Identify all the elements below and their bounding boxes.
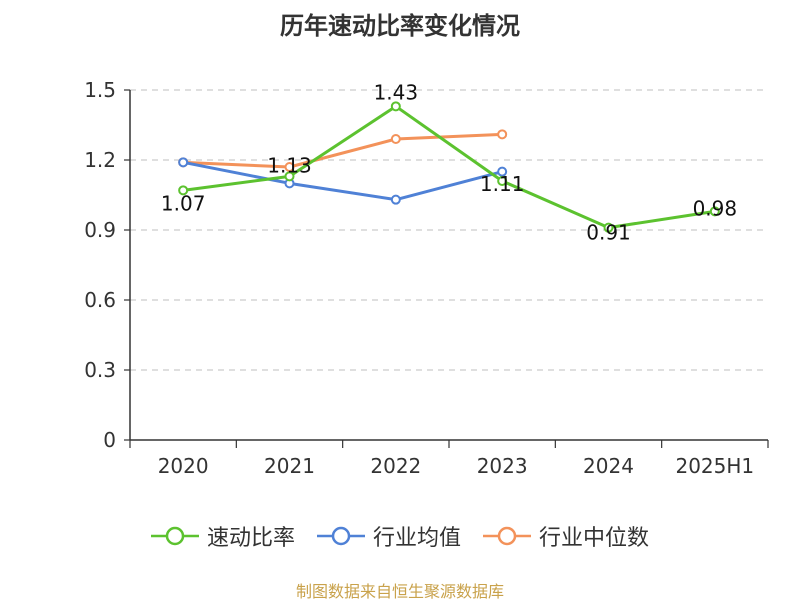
- y-tick-label: 0.9: [84, 218, 116, 242]
- legend-label: 速动比率: [206, 526, 295, 551]
- y-tick-label: 0.3: [84, 358, 116, 382]
- y-tick-label: 1.5: [84, 78, 116, 102]
- source-footer: 制图数据来自恒生聚源数据库: [295, 582, 504, 601]
- data-label: 1.43: [374, 80, 419, 104]
- x-tick-label: 2020: [158, 454, 209, 478]
- y-tick-label: 0.6: [84, 288, 116, 312]
- legend-item[interactable]: 行业均值: [316, 520, 461, 552]
- data-point: [390, 134, 401, 144]
- y-tick-label: 1.2: [84, 148, 116, 172]
- legend-swatch: [483, 526, 531, 546]
- x-tick-label: 2025H1: [675, 454, 754, 478]
- data-label: 1.11: [480, 172, 525, 196]
- data-label: 0.98: [693, 196, 738, 220]
- chart-title: 历年速动比率变化情况: [280, 12, 520, 40]
- data-point: [284, 171, 295, 182]
- data-label: 1.07: [161, 191, 206, 215]
- legend-label: 行业均值: [372, 526, 461, 551]
- legend-swatch: [150, 526, 199, 546]
- x-tick-label: 2024: [583, 454, 634, 478]
- legend-item[interactable]: 速动比率: [150, 520, 295, 552]
- x-tick-label: 2023: [477, 454, 528, 478]
- series-line-0: [182, 104, 716, 230]
- legend-label: 行业中位数: [539, 526, 650, 551]
- y-tick-label: 0: [103, 428, 116, 452]
- x-tick-label: 2021: [264, 454, 315, 478]
- data-point: [390, 101, 401, 112]
- legend-item[interactable]: 行业中位数: [483, 520, 649, 552]
- data-point: [178, 185, 189, 196]
- data-point: [497, 176, 508, 186]
- data-label: 0.91: [586, 221, 631, 245]
- data-point: [497, 129, 508, 140]
- chart-legend: 速动比率 行业均值 行业中位数: [0, 520, 800, 552]
- data-point: [178, 157, 189, 168]
- series-line-2: [183, 132, 503, 169]
- data-point: [497, 166, 508, 177]
- data-point: [390, 194, 401, 205]
- data-point: [709, 206, 720, 217]
- data-point: [284, 162, 295, 172]
- x-tick-label: 2022: [370, 454, 421, 478]
- data-point: [603, 222, 614, 233]
- legend-swatch: [316, 526, 365, 546]
- data-label: 1.13: [267, 153, 312, 177]
- series-line-1: [182, 160, 503, 202]
